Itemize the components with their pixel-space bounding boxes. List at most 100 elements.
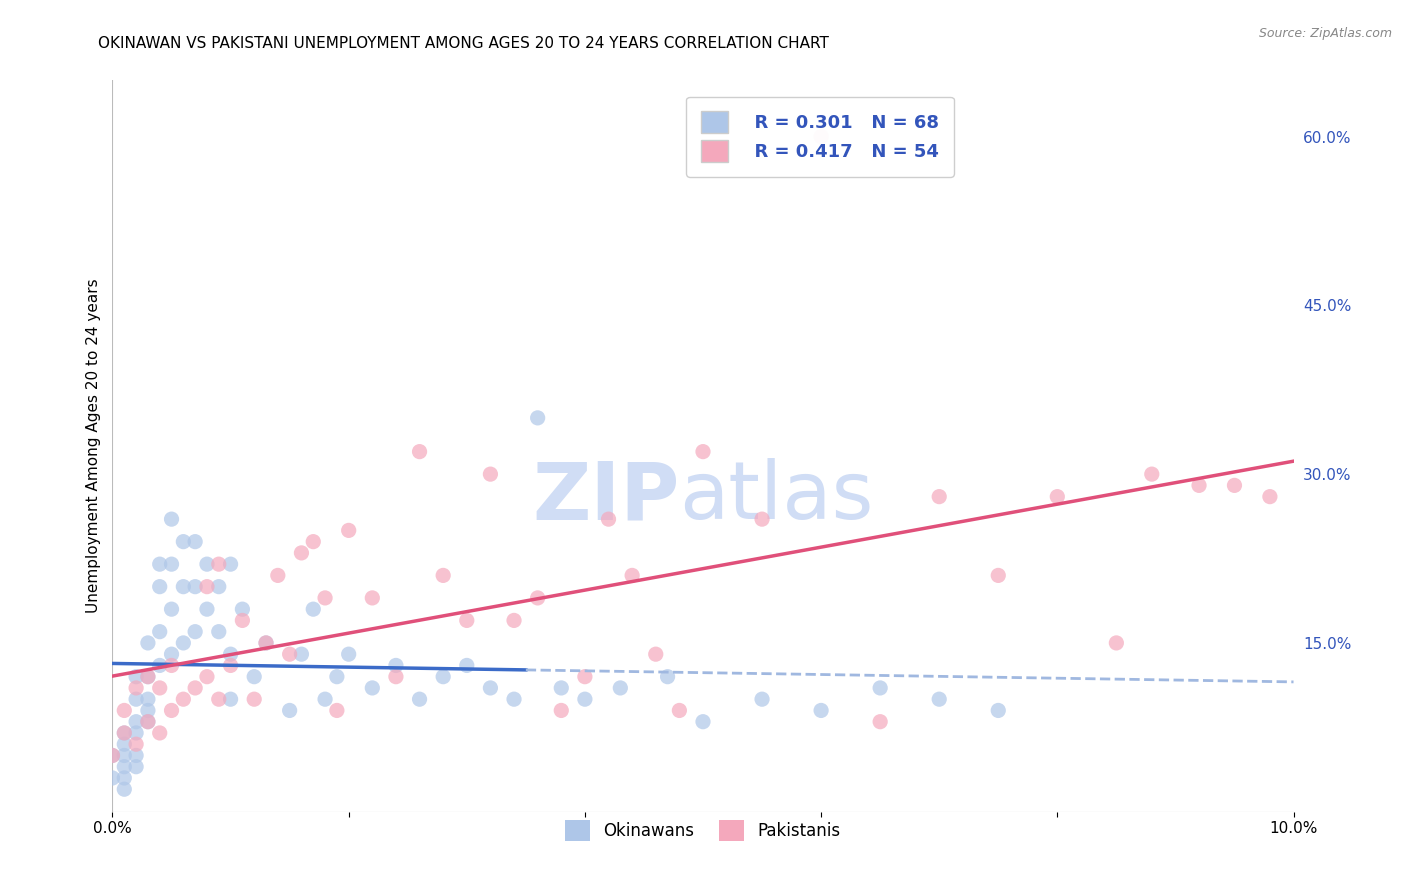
Point: [810, 129, 832, 144]
Point: [136, 670, 159, 684]
Point: [125, 726, 148, 740]
Point: [385, 658, 408, 673]
Point: [160, 512, 183, 526]
Point: [1140, 467, 1163, 482]
Point: [302, 602, 325, 616]
Point: [160, 602, 183, 616]
Point: [160, 647, 183, 661]
Point: [160, 557, 183, 571]
Point: [1223, 478, 1246, 492]
Point: [1258, 490, 1281, 504]
Point: [574, 670, 596, 684]
Point: [644, 647, 666, 661]
Point: [337, 524, 360, 538]
Point: [112, 726, 135, 740]
Point: [172, 636, 194, 650]
Point: [219, 658, 242, 673]
Point: [136, 670, 159, 684]
Point: [526, 410, 548, 425]
Point: [692, 444, 714, 458]
Point: [149, 557, 172, 571]
Text: atlas: atlas: [679, 458, 873, 536]
Point: [302, 534, 325, 549]
Point: [136, 692, 159, 706]
Point: [219, 647, 242, 661]
Point: [609, 681, 631, 695]
Point: [184, 624, 207, 639]
Point: [290, 647, 312, 661]
Point: [503, 692, 526, 706]
Point: [254, 636, 277, 650]
Point: [101, 748, 124, 763]
Point: [195, 557, 218, 571]
Point: [101, 771, 124, 785]
Point: [172, 534, 194, 549]
Point: [550, 703, 572, 717]
Point: [928, 490, 950, 504]
Point: [208, 557, 231, 571]
Point: [243, 692, 266, 706]
Point: [125, 748, 148, 763]
Point: [195, 670, 218, 684]
Point: [869, 714, 891, 729]
Point: [408, 692, 430, 706]
Point: [125, 714, 148, 729]
Point: [267, 568, 290, 582]
Point: [101, 748, 124, 763]
Point: [668, 703, 690, 717]
Point: [326, 670, 349, 684]
Point: [136, 714, 159, 729]
Point: [1105, 636, 1128, 650]
Point: [112, 771, 135, 785]
Point: [869, 681, 891, 695]
Point: [208, 580, 231, 594]
Point: [184, 580, 207, 594]
Point: [432, 670, 454, 684]
Point: [987, 568, 1010, 582]
Point: [337, 647, 360, 661]
Point: [1188, 478, 1211, 492]
Point: [172, 692, 194, 706]
Point: [290, 546, 312, 560]
Point: [621, 568, 644, 582]
Point: [112, 748, 135, 763]
Point: [810, 703, 832, 717]
Point: [479, 467, 502, 482]
Point: [361, 681, 384, 695]
Point: [160, 703, 183, 717]
Point: [195, 580, 218, 594]
Point: [526, 591, 548, 605]
Point: [243, 670, 266, 684]
Text: Source: ZipAtlas.com: Source: ZipAtlas.com: [1258, 27, 1392, 40]
Point: [136, 703, 159, 717]
Point: [1046, 490, 1069, 504]
Point: [254, 636, 277, 650]
Point: [314, 692, 336, 706]
Point: [160, 658, 183, 673]
Point: [550, 681, 572, 695]
Point: [125, 681, 148, 695]
Point: [125, 760, 148, 774]
Point: [231, 614, 253, 628]
Point: [125, 737, 148, 751]
Point: [574, 692, 596, 706]
Point: [208, 692, 231, 706]
Point: [751, 692, 773, 706]
Point: [278, 703, 301, 717]
Point: [361, 591, 384, 605]
Point: [149, 681, 172, 695]
Point: [657, 670, 679, 684]
Point: [479, 681, 502, 695]
Point: [503, 614, 526, 628]
Point: [456, 658, 478, 673]
Point: [112, 760, 135, 774]
Point: [136, 636, 159, 650]
Point: [149, 726, 172, 740]
Text: ZIP: ZIP: [531, 458, 679, 536]
Point: [208, 624, 231, 639]
Point: [184, 681, 207, 695]
Point: [195, 602, 218, 616]
Point: [314, 591, 336, 605]
Point: [219, 557, 242, 571]
Point: [692, 714, 714, 729]
